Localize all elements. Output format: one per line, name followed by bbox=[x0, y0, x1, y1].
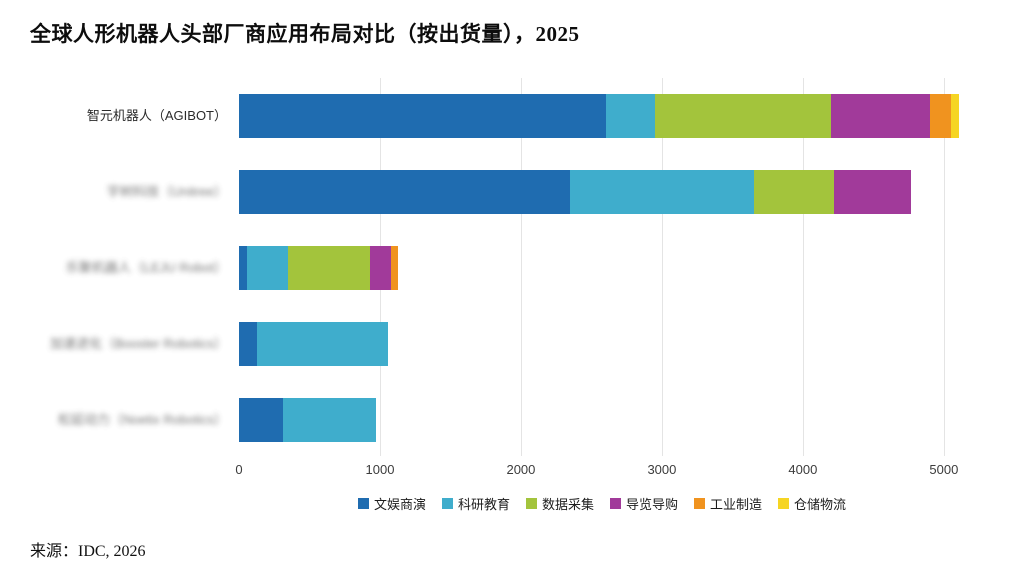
category-label: 智元机器人（AGIBOT） bbox=[86, 108, 227, 123]
legend-item: 数据采集 bbox=[525, 494, 594, 513]
chart-title: 全球人形机器人头部厂商应用布局对比（按出货量），2025 bbox=[30, 22, 580, 46]
source-note: 来源：IDC, 2026 bbox=[30, 543, 146, 560]
bar-segment bbox=[929, 94, 951, 138]
legend-item: 文娱商演 bbox=[357, 494, 426, 513]
legend-swatch bbox=[610, 498, 621, 509]
bar-segment bbox=[950, 94, 960, 138]
bar-segment bbox=[370, 246, 392, 290]
bar-segment bbox=[833, 170, 912, 214]
category-label: 松延动力（Noetix Robotics） bbox=[57, 412, 227, 427]
legend-item: 科研教育 bbox=[441, 494, 510, 513]
bar-segment bbox=[239, 322, 258, 366]
gridline bbox=[520, 78, 522, 456]
bar-segment bbox=[239, 398, 283, 442]
x-tick-label: 0 bbox=[235, 462, 243, 477]
category-label: 加速进化（Booster Robotics） bbox=[50, 336, 227, 351]
bar-segment bbox=[247, 246, 289, 290]
bar-row bbox=[239, 246, 399, 290]
bar-segment bbox=[239, 94, 606, 138]
bar-row bbox=[239, 170, 912, 214]
legend-label: 科研教育 bbox=[457, 497, 510, 512]
x-tick-label: 4000 bbox=[788, 462, 818, 477]
bar-segment bbox=[239, 170, 571, 214]
bar-segment bbox=[570, 170, 754, 214]
legend-item: 工业制造 bbox=[694, 494, 762, 513]
x-axis-tick-labels: 0 1000 2000 3000 4000 5000 bbox=[235, 462, 965, 480]
legend-swatch bbox=[441, 498, 453, 509]
bar-segment bbox=[288, 246, 371, 290]
legend-label: 仓储物流 bbox=[794, 497, 847, 512]
x-tick-label: 2000 bbox=[506, 462, 536, 477]
legend-swatch bbox=[778, 498, 790, 509]
chart-legend: 文娱商演 科研教育 数据采集 导览导购 工业制造 仓储物流 bbox=[239, 494, 965, 513]
y-axis-labels: 智元机器人（AGIBOT） 宇树科技（Unitree） 乐聚机器人（LEJU Rob… bbox=[20, 78, 227, 456]
bar-segment bbox=[282, 398, 376, 442]
gridline bbox=[943, 78, 945, 456]
bar-row bbox=[239, 322, 389, 366]
bar-row bbox=[239, 398, 376, 442]
plot-area bbox=[239, 78, 965, 456]
x-tick-label: 3000 bbox=[647, 462, 677, 477]
legend-label: 工业制造 bbox=[710, 497, 763, 512]
gridline bbox=[802, 78, 804, 456]
bar-segment bbox=[753, 170, 834, 214]
bar-segment bbox=[391, 246, 399, 290]
legend-label: 文娱商演 bbox=[373, 497, 426, 512]
bar-segment bbox=[239, 246, 248, 290]
legend-swatch bbox=[525, 498, 537, 509]
bar-segment bbox=[605, 94, 655, 138]
bar-segment bbox=[654, 94, 832, 138]
legend-item: 导览导购 bbox=[610, 494, 678, 513]
legend-label: 数据采集 bbox=[541, 497, 594, 512]
legend-swatch bbox=[357, 498, 369, 509]
x-tick-label: 5000 bbox=[929, 462, 959, 477]
legend-item: 仓储物流 bbox=[778, 494, 846, 513]
bar-segment bbox=[257, 322, 389, 366]
category-label: 宇树科技（Unitree） bbox=[107, 184, 227, 199]
bar-segment bbox=[831, 94, 930, 138]
legend-swatch bbox=[694, 498, 706, 509]
bar-row bbox=[239, 94, 960, 138]
x-tick-label: 1000 bbox=[365, 462, 395, 477]
legend-label: 导览导购 bbox=[626, 497, 679, 512]
gridline bbox=[661, 78, 663, 456]
category-label: 乐聚机器人（LEJU Robot） bbox=[65, 260, 227, 275]
